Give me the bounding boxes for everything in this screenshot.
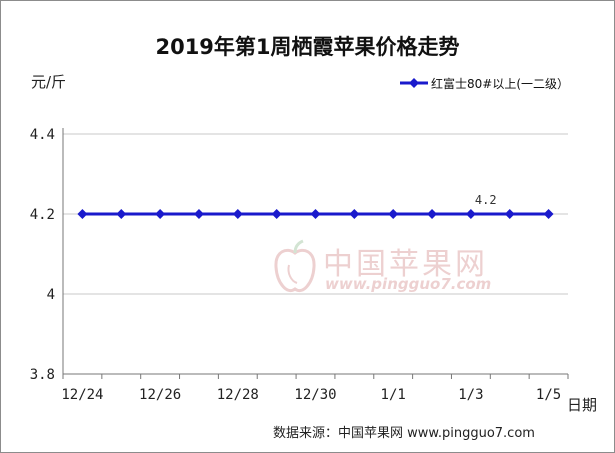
- watermark: 中国苹果网 www.pingguo7.com: [273, 239, 503, 299]
- data-point: [504, 209, 515, 219]
- data-point: [427, 209, 438, 219]
- x-axis-unit: 日期: [567, 396, 598, 414]
- data-point: [349, 209, 360, 219]
- y-tick-label: 3.8: [30, 367, 55, 383]
- data-point: [116, 209, 127, 219]
- source-note: 数据来源：中国苹果网 www.pingguo7.com: [273, 426, 535, 441]
- x-tick-label: 1/5: [536, 387, 561, 403]
- chart-title: 2019年第1周栖霞苹果价格走势: [155, 35, 460, 59]
- watermark-url: www.pingguo7.com: [325, 275, 492, 293]
- y-tick-label: 4.4: [30, 127, 55, 143]
- data-point: [465, 209, 476, 219]
- x-tick-label: 1/3: [458, 387, 483, 403]
- data-point: [543, 209, 554, 219]
- y-tick-label: 4.2: [30, 207, 55, 223]
- x-tick-label: 12/24: [61, 387, 103, 403]
- data-point: [77, 209, 88, 219]
- data-point: [271, 209, 282, 219]
- y-tick-label: 4: [47, 287, 55, 303]
- data-point: [388, 209, 399, 219]
- data-point: [193, 209, 204, 219]
- data-label: 4.2: [475, 193, 497, 207]
- data-point: [310, 209, 321, 219]
- legend-series-label: 红富士80#以上(一二级）: [431, 77, 570, 91]
- data-point: [232, 209, 243, 219]
- y-axis-unit: 元/斤: [31, 73, 67, 91]
- x-tick-label: 12/30: [294, 387, 336, 403]
- watermark-text: 中国苹果网: [323, 247, 488, 282]
- x-tick-label: 1/1: [381, 387, 406, 403]
- data-point: [155, 209, 166, 219]
- x-tick-label: 12/26: [139, 387, 181, 403]
- legend-line-marker: [400, 78, 428, 88]
- x-tick-label: 12/28: [217, 387, 259, 403]
- apple-logo-icon: [274, 239, 316, 292]
